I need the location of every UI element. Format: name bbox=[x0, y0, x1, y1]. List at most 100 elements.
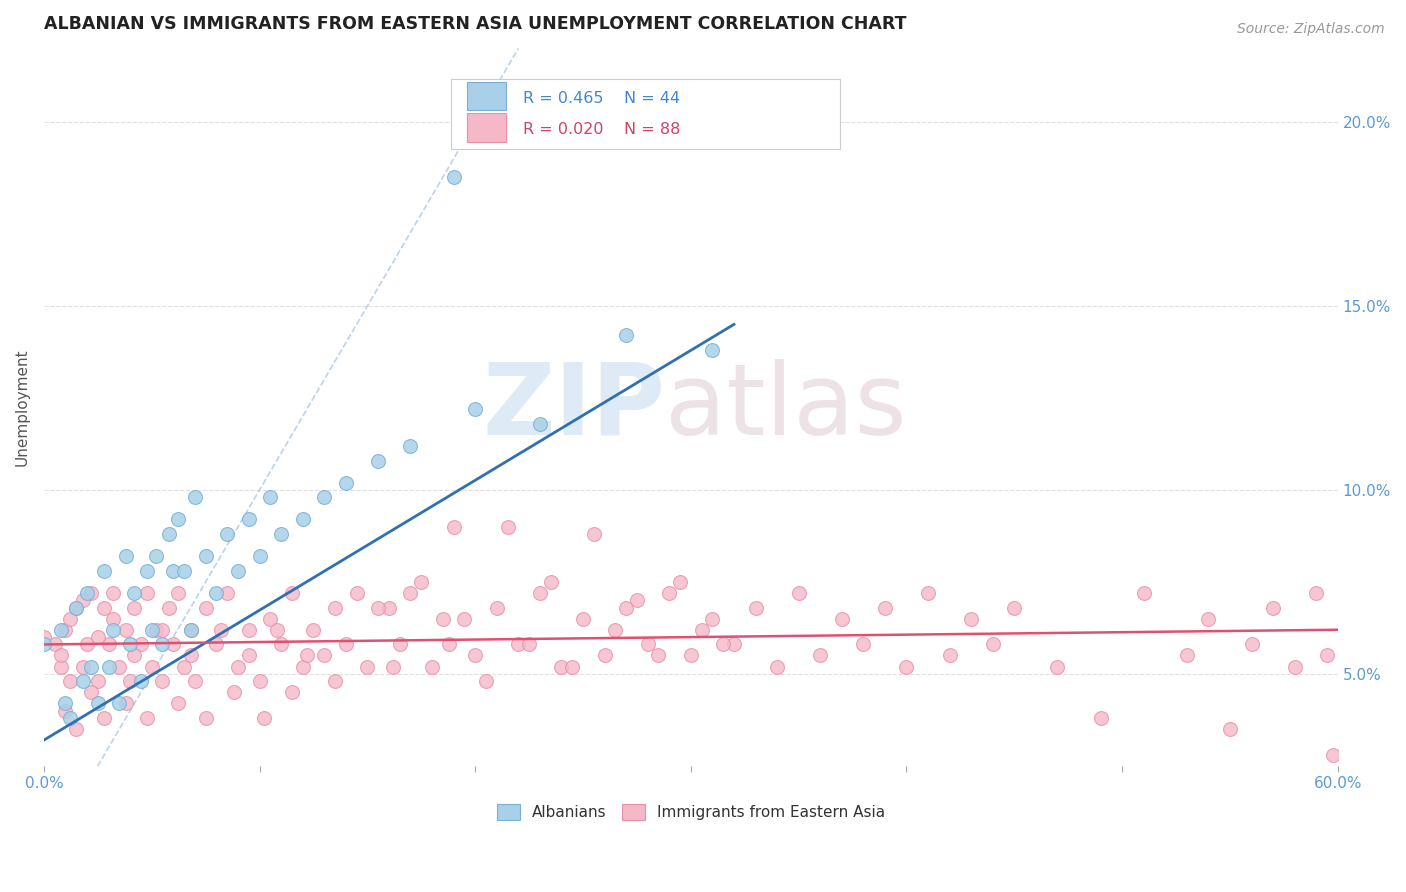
Point bbox=[658, 586, 681, 600]
Point bbox=[529, 586, 551, 600]
Point bbox=[49, 623, 72, 637]
Point bbox=[141, 623, 163, 637]
Point bbox=[1284, 659, 1306, 673]
Point bbox=[136, 564, 159, 578]
Point bbox=[44, 637, 66, 651]
Point bbox=[593, 648, 616, 663]
FancyBboxPatch shape bbox=[467, 113, 506, 142]
Point bbox=[367, 600, 389, 615]
Point bbox=[238, 623, 260, 637]
Point bbox=[561, 659, 583, 673]
Point bbox=[508, 637, 530, 651]
Point bbox=[152, 637, 174, 651]
Point bbox=[120, 674, 142, 689]
Point bbox=[157, 527, 180, 541]
Point bbox=[101, 586, 124, 600]
Point bbox=[1261, 600, 1284, 615]
Point bbox=[80, 659, 103, 673]
Point bbox=[852, 637, 875, 651]
Point bbox=[93, 564, 115, 578]
Point bbox=[72, 659, 94, 673]
Point bbox=[124, 586, 146, 600]
Point bbox=[97, 659, 120, 673]
Point bbox=[226, 564, 249, 578]
Point bbox=[295, 648, 318, 663]
Point bbox=[173, 659, 195, 673]
Point bbox=[120, 637, 142, 651]
Point bbox=[669, 574, 692, 589]
Point bbox=[496, 520, 519, 534]
Point bbox=[626, 593, 648, 607]
Point bbox=[145, 549, 167, 563]
Legend: Albanians, Immigrants from Eastern Asia: Albanians, Immigrants from Eastern Asia bbox=[491, 798, 891, 826]
Point bbox=[136, 586, 159, 600]
Point bbox=[808, 648, 831, 663]
Y-axis label: Unemployment: Unemployment bbox=[15, 349, 30, 466]
Point bbox=[314, 491, 336, 505]
Text: atlas: atlas bbox=[665, 359, 907, 456]
Text: R = 0.465    N = 44: R = 0.465 N = 44 bbox=[523, 91, 679, 106]
Point bbox=[485, 600, 508, 615]
Point bbox=[65, 600, 87, 615]
Point bbox=[464, 648, 486, 663]
Point bbox=[432, 612, 454, 626]
Point bbox=[93, 711, 115, 725]
Point bbox=[253, 711, 276, 725]
Point bbox=[65, 600, 87, 615]
Point bbox=[367, 453, 389, 467]
Point bbox=[787, 586, 810, 600]
Point bbox=[217, 527, 239, 541]
Point bbox=[453, 612, 475, 626]
Point bbox=[49, 659, 72, 673]
Point bbox=[1046, 659, 1069, 673]
Point bbox=[637, 637, 659, 651]
Text: Source: ZipAtlas.com: Source: ZipAtlas.com bbox=[1237, 22, 1385, 37]
Point bbox=[80, 685, 103, 699]
Point bbox=[302, 623, 325, 637]
Point bbox=[1132, 586, 1154, 600]
Point bbox=[1322, 747, 1344, 762]
Point bbox=[166, 512, 188, 526]
Point bbox=[238, 512, 260, 526]
Point bbox=[614, 600, 637, 615]
Point bbox=[443, 520, 465, 534]
Point bbox=[938, 648, 960, 663]
Point bbox=[711, 637, 734, 651]
Point bbox=[72, 674, 94, 689]
FancyBboxPatch shape bbox=[467, 81, 506, 111]
Point bbox=[766, 659, 789, 673]
Point bbox=[217, 586, 239, 600]
Point bbox=[1305, 586, 1327, 600]
Point bbox=[87, 674, 110, 689]
Point bbox=[291, 512, 314, 526]
Point bbox=[399, 586, 422, 600]
Point bbox=[226, 659, 249, 673]
Point bbox=[1090, 711, 1112, 725]
Point bbox=[1197, 612, 1219, 626]
Point bbox=[93, 600, 115, 615]
Point bbox=[259, 491, 281, 505]
Point bbox=[388, 637, 411, 651]
Point bbox=[259, 612, 281, 626]
Point bbox=[65, 722, 87, 736]
FancyBboxPatch shape bbox=[451, 78, 839, 149]
Point bbox=[238, 648, 260, 663]
Point bbox=[114, 549, 136, 563]
Point bbox=[981, 637, 1004, 651]
Point bbox=[114, 696, 136, 710]
Point bbox=[152, 623, 174, 637]
Point bbox=[205, 637, 228, 651]
Point bbox=[690, 623, 713, 637]
Point bbox=[1240, 637, 1263, 651]
Point bbox=[136, 711, 159, 725]
Point bbox=[101, 623, 124, 637]
Point bbox=[184, 674, 207, 689]
Point bbox=[679, 648, 702, 663]
Point bbox=[162, 637, 184, 651]
Point bbox=[205, 586, 228, 600]
Point bbox=[831, 612, 853, 626]
Point bbox=[335, 475, 357, 490]
Point bbox=[323, 674, 346, 689]
Point bbox=[702, 612, 724, 626]
Point bbox=[76, 637, 98, 651]
